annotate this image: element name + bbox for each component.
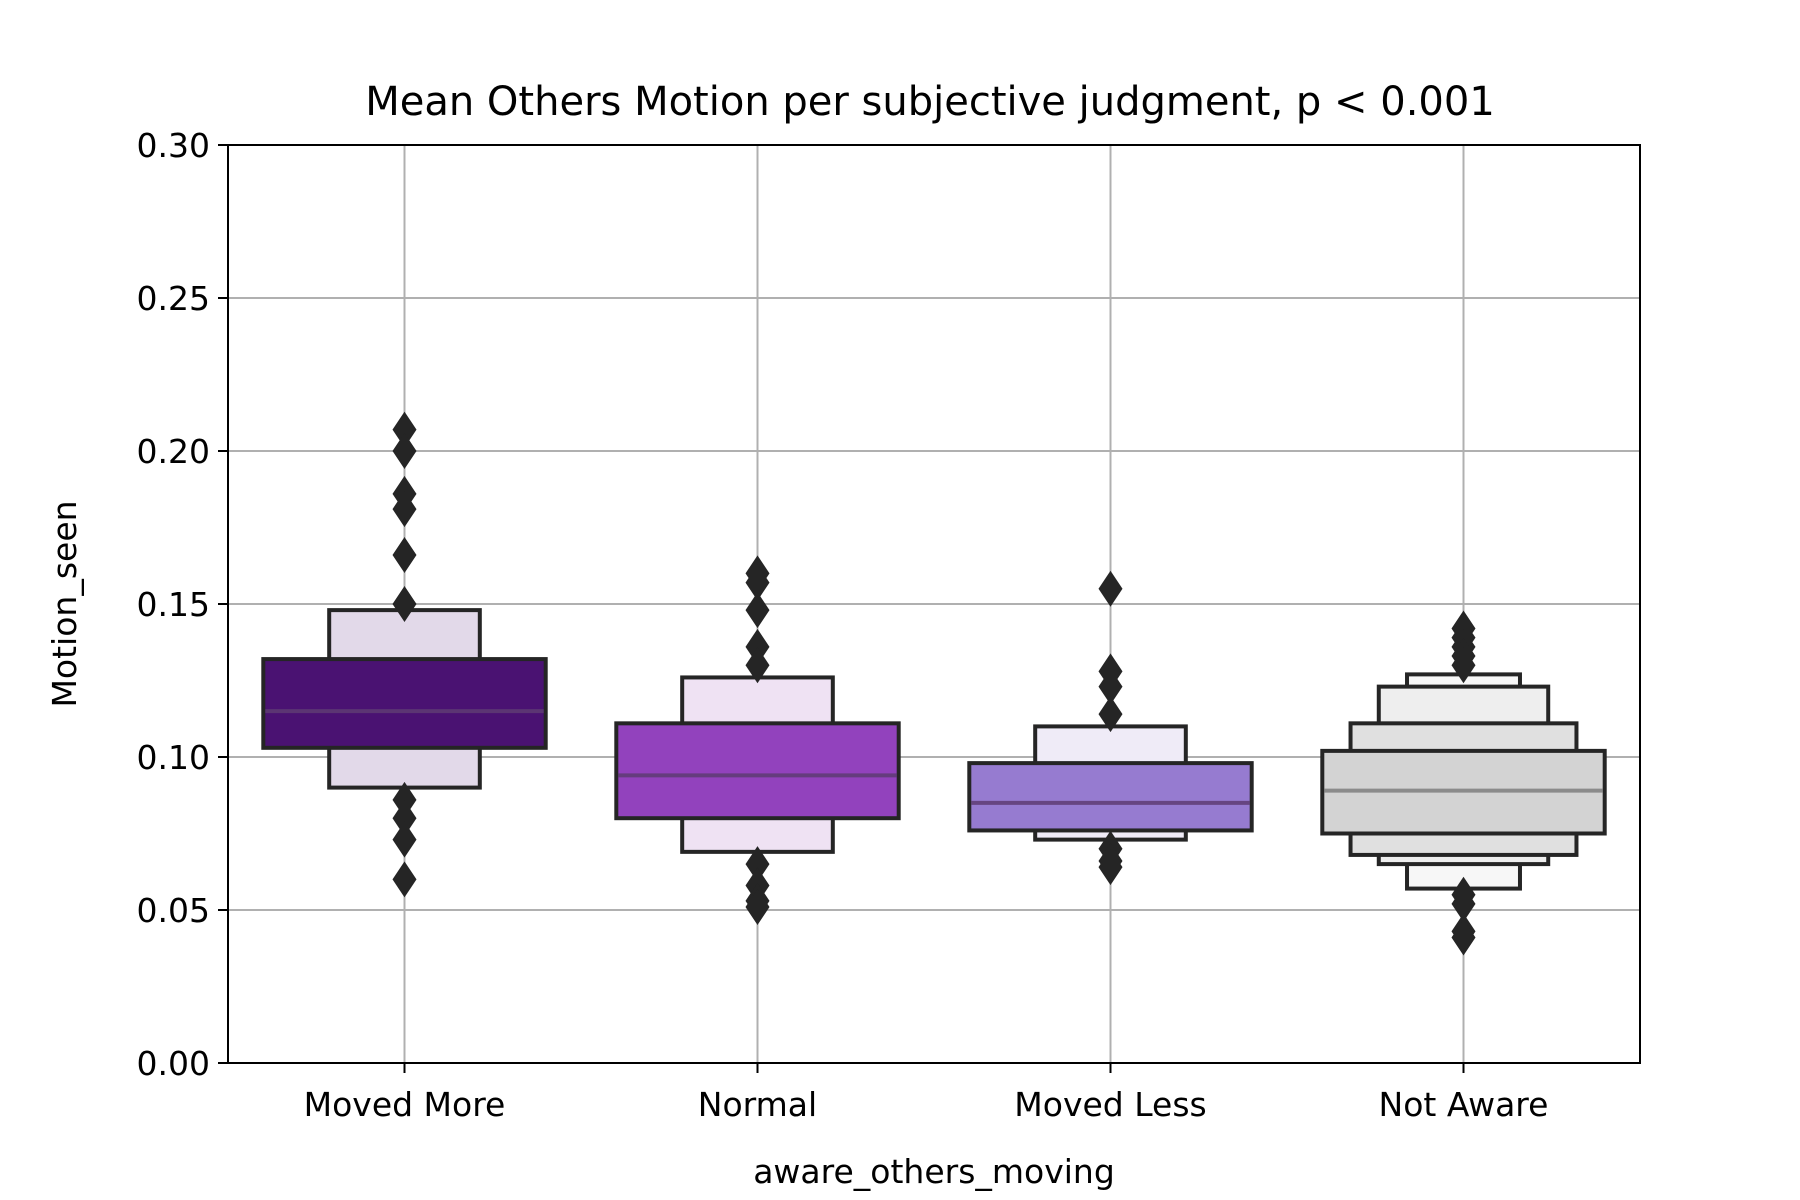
y-tick-label: 0.25 (137, 279, 210, 318)
outlier-marker (1451, 919, 1476, 956)
y-tick-label: 0.30 (137, 126, 210, 165)
axes: 0.00 0.05 0.10 0.15 0.20 0.25 0.30 Moved More No… (137, 126, 1549, 1124)
y-tick-label: 0.20 (137, 432, 210, 471)
y-tick-label: 0.05 (137, 891, 210, 930)
boxen-group (261, 411, 548, 898)
outlier-marker (392, 800, 417, 837)
boxen-series (261, 411, 1607, 956)
outlier-marker (1098, 570, 1123, 607)
y-tick-label: 0.15 (137, 585, 210, 624)
outlier-marker (392, 586, 417, 622)
outlier-marker (745, 592, 770, 629)
x-axis-label: aware_others_moving (753, 1152, 1115, 1191)
outlier-marker (392, 861, 417, 898)
boxen-level-box (967, 761, 1254, 833)
outlier-marker (1098, 668, 1123, 705)
outlier-marker (392, 433, 417, 469)
y-axis-label: Motion_seen (45, 500, 84, 707)
outlier-marker (745, 628, 770, 665)
outlier-marker (745, 846, 770, 883)
boxen-group (1320, 610, 1607, 956)
outlier-marker (1451, 885, 1476, 922)
outlier-marker (392, 821, 417, 858)
outlier-marker (392, 537, 417, 574)
outlier-marker (745, 888, 770, 925)
y-tick-label: 0.00 (137, 1044, 210, 1083)
outlier-marker (745, 647, 770, 684)
x-tick-label: Not Aware (1379, 1085, 1549, 1124)
chart-title: Mean Others Motion per subjective judgme… (365, 79, 1495, 125)
grid (228, 144, 1640, 1064)
x-tick-label: Moved More (304, 1085, 506, 1124)
x-tick-label: Normal (698, 1085, 817, 1124)
boxen-level-box (614, 721, 901, 821)
outlier-marker (745, 564, 770, 601)
outlier-marker (1098, 696, 1123, 733)
y-tick-label: 0.10 (137, 738, 210, 777)
x-tick-label: Moved Less (1014, 1085, 1206, 1124)
outlier-marker (392, 411, 417, 448)
outlier-marker (1451, 647, 1476, 684)
boxen-group (614, 555, 901, 925)
outlier-marker (392, 491, 417, 528)
boxen-group (967, 570, 1254, 886)
outlier-marker (392, 781, 417, 818)
outlier-marker (1098, 849, 1123, 886)
boxen-level-box (261, 657, 548, 750)
